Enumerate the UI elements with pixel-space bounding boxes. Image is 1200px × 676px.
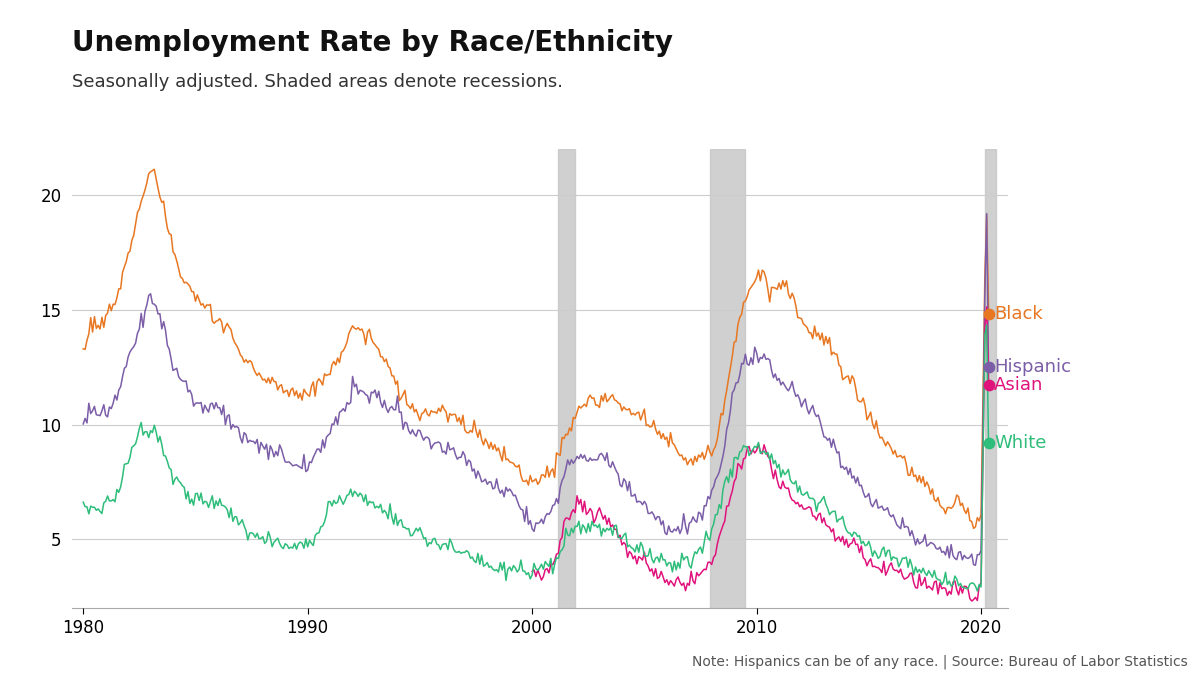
Text: White: White [994, 434, 1046, 452]
Bar [985, 149, 996, 608]
Text: Seasonally adjusted. Shaded areas denote recessions.: Seasonally adjusted. Shaded areas denote… [72, 73, 563, 91]
Text: Unemployment Rate by Race/Ethnicity: Unemployment Rate by Race/Ethnicity [72, 30, 673, 57]
Text: Black: Black [994, 305, 1043, 323]
Point [979, 362, 998, 372]
Text: Hispanic: Hispanic [994, 358, 1072, 376]
Text: Asian: Asian [994, 377, 1044, 395]
Point [979, 437, 998, 448]
Point [979, 380, 998, 391]
Bar [710, 149, 745, 608]
Point [979, 309, 998, 320]
Bar [558, 149, 575, 608]
Text: Note: Hispanics can be of any race. | Source: Bureau of Labor Statistics: Note: Hispanics can be of any race. | So… [692, 655, 1188, 669]
